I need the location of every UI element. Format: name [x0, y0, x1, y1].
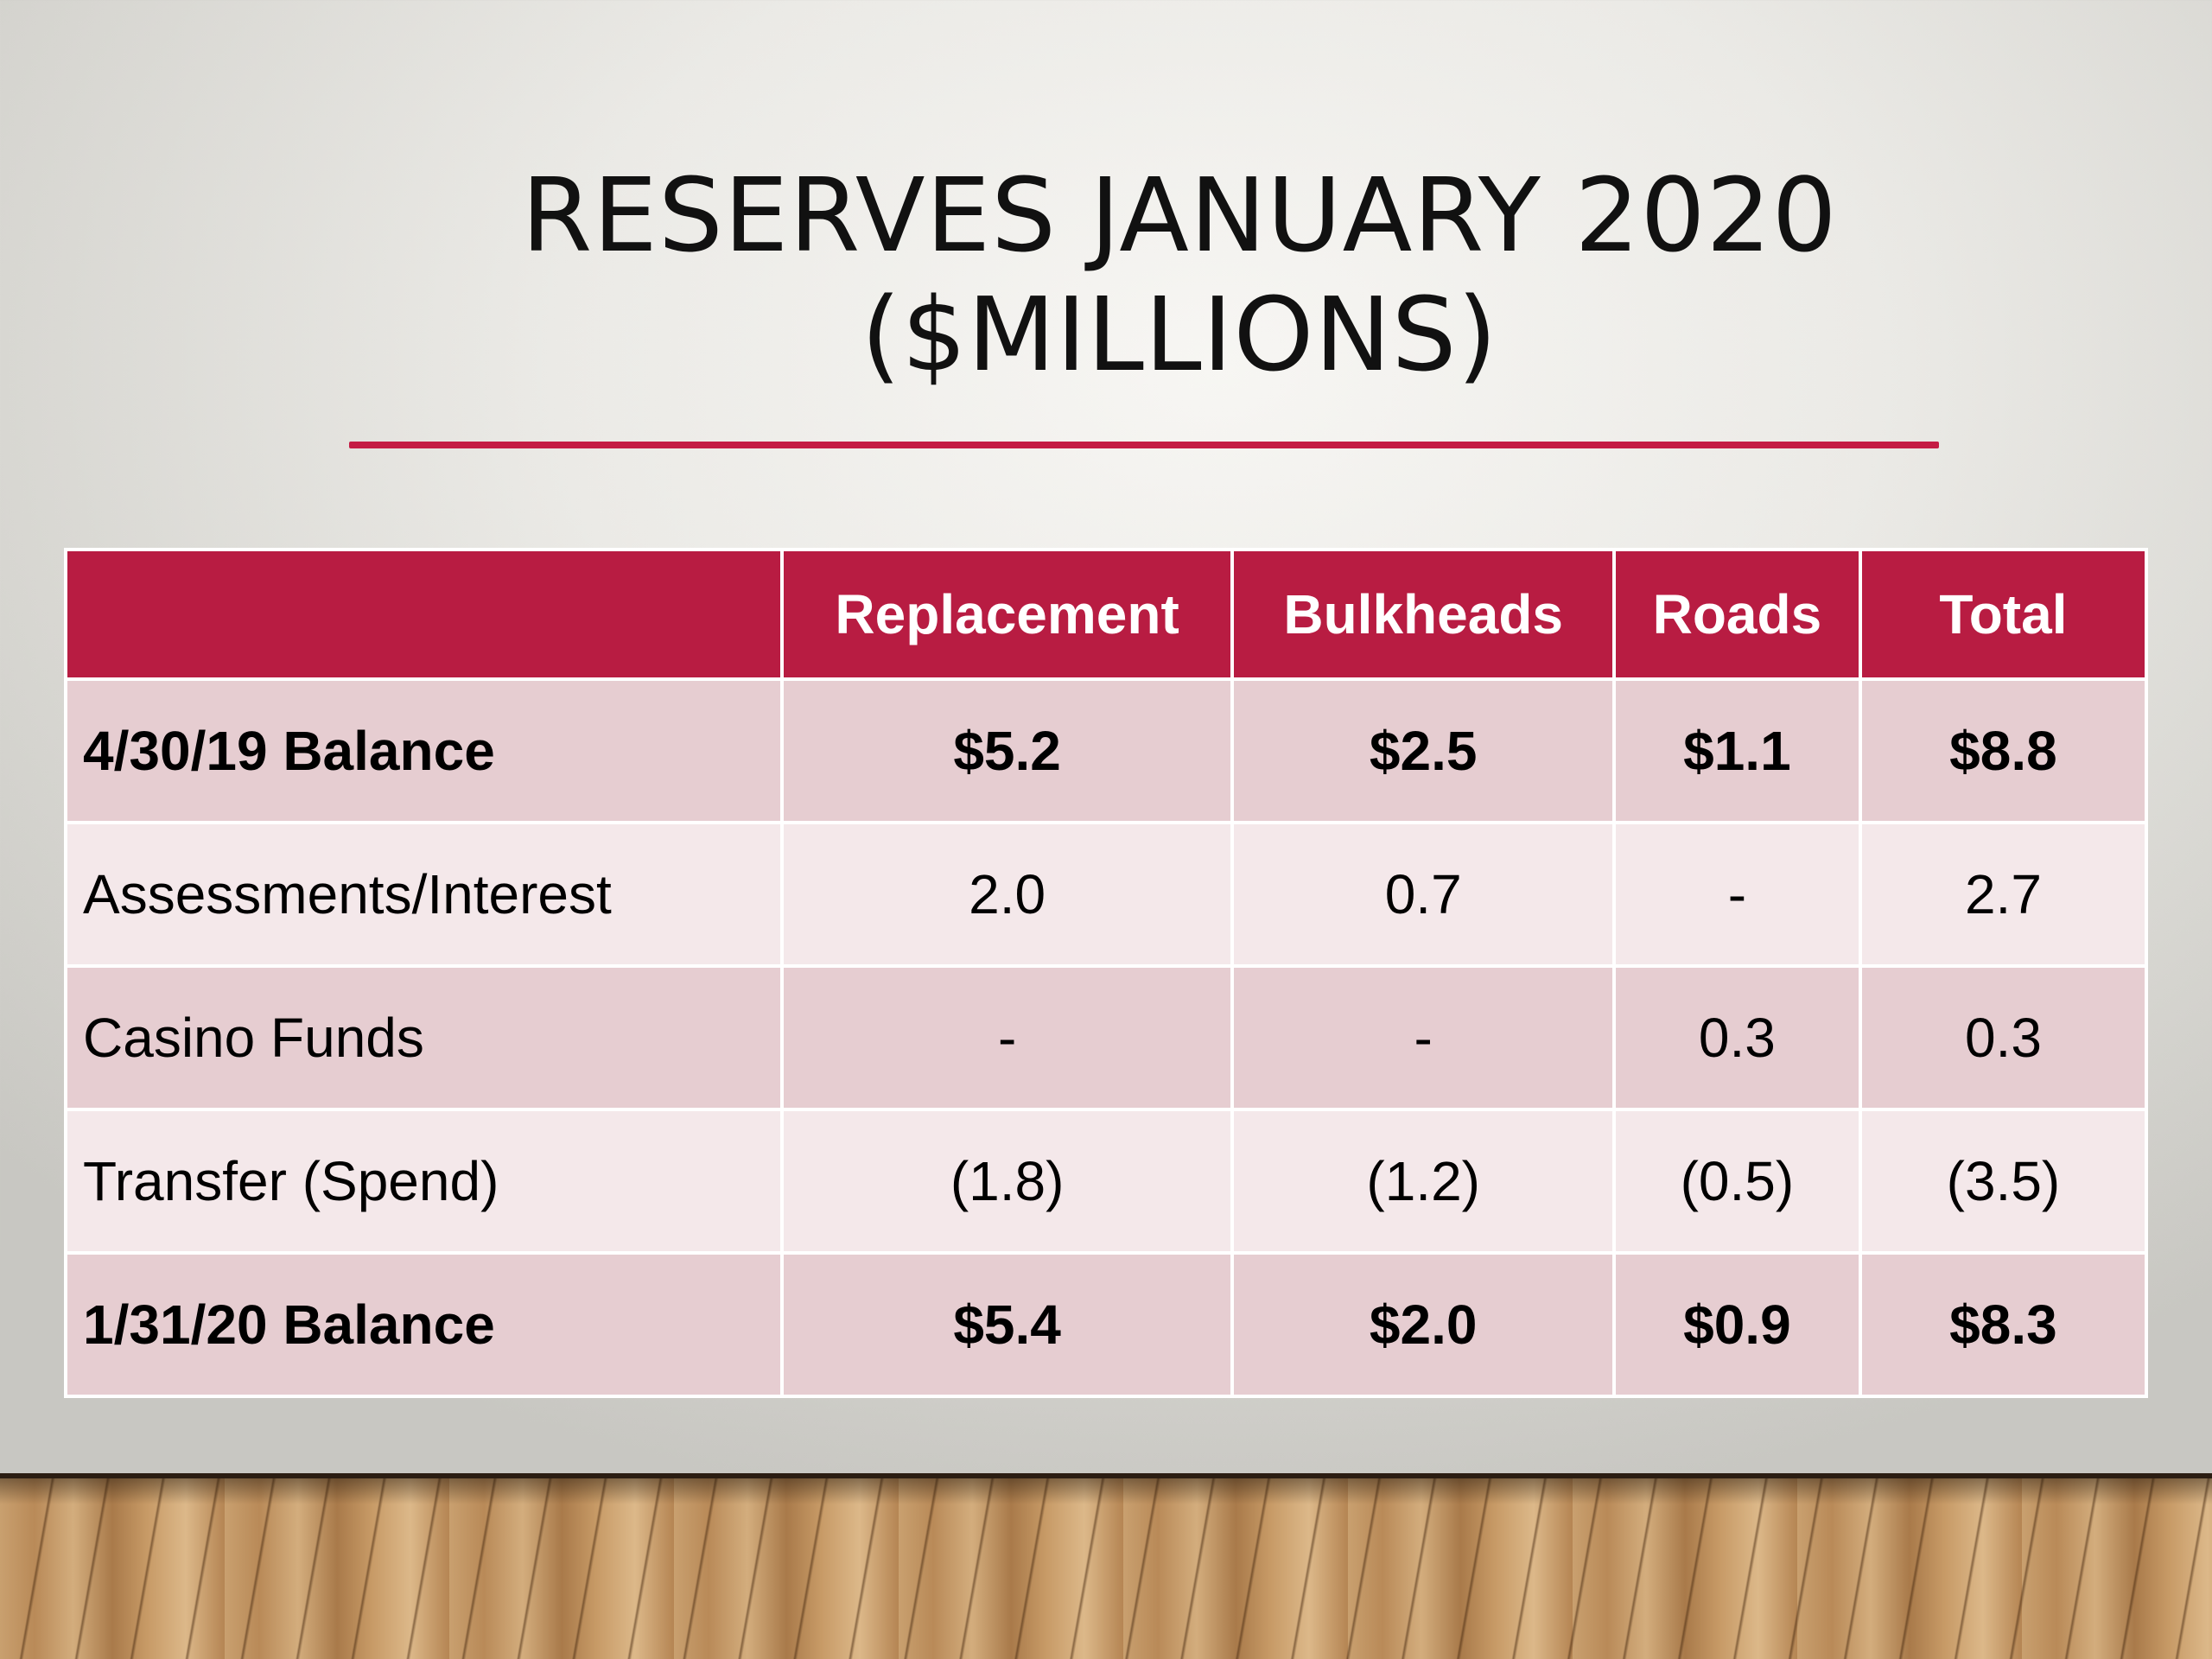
cell-total: (3.5) [1858, 1108, 2149, 1255]
cell-total: $8.8 [1858, 677, 2149, 824]
cell-replacement: 2.0 [779, 821, 1235, 968]
cell-bulkheads: 0.7 [1230, 821, 1616, 968]
row-label: Assessments/Interest [64, 821, 784, 968]
row-label: Casino Funds [64, 964, 784, 1111]
table-row: 1/31/20 Balance $5.4 $2.0 $0.9 $8.3 [64, 1251, 2149, 1398]
header-cell-label [64, 548, 784, 681]
cell-total: $8.3 [1858, 1251, 2149, 1398]
table-header-row: Replacement Bulkheads Roads Total [64, 548, 2149, 681]
cell-roads: - [1611, 821, 1862, 968]
reserves-table: Replacement Bulkheads Roads Total 4/30/1… [64, 548, 2149, 1398]
slide-title: RESERVES JANUARY 2020 ($MILLIONS) [259, 156, 2100, 394]
header-cell-total: Total [1858, 548, 2149, 681]
reserves-table-container: Replacement Bulkheads Roads Total 4/30/1… [64, 548, 2149, 1398]
cell-replacement: (1.8) [779, 1108, 1235, 1255]
header-cell-roads: Roads [1611, 548, 1862, 681]
title-divider [349, 442, 1939, 448]
cell-bulkheads: - [1230, 964, 1616, 1111]
table-row: Casino Funds - - 0.3 0.3 [64, 964, 2149, 1111]
cell-replacement: $5.2 [779, 677, 1235, 824]
table-row: Transfer (Spend) (1.8) (1.2) (0.5) (3.5) [64, 1108, 2149, 1255]
table-row: Assessments/Interest 2.0 0.7 - 2.7 [64, 821, 2149, 968]
cell-bulkheads: $2.5 [1230, 677, 1616, 824]
cell-roads: $0.9 [1611, 1251, 1862, 1398]
floor-shadow [0, 1478, 2212, 1504]
cell-replacement: - [779, 964, 1235, 1111]
cell-roads: $1.1 [1611, 677, 1862, 824]
row-label: Transfer (Spend) [64, 1108, 784, 1255]
cell-roads: 0.3 [1611, 964, 1862, 1111]
cell-replacement: $5.4 [779, 1251, 1235, 1398]
table-row: 4/30/19 Balance $5.2 $2.5 $1.1 $8.8 [64, 677, 2149, 824]
slide-title-line-2: ($MILLIONS) [861, 275, 1498, 394]
cell-total: 0.3 [1858, 964, 2149, 1111]
cell-bulkheads: (1.2) [1230, 1108, 1616, 1255]
header-cell-replacement: Replacement [779, 548, 1235, 681]
row-label: 4/30/19 Balance [64, 677, 784, 824]
cell-roads: (0.5) [1611, 1108, 1862, 1255]
slide-title-line-1: RESERVES JANUARY 2020 [521, 156, 1838, 275]
row-label: 1/31/20 Balance [64, 1251, 784, 1398]
header-cell-bulkheads: Bulkheads [1230, 548, 1616, 681]
wood-floor-background [0, 1473, 2212, 1659]
cell-bulkheads: $2.0 [1230, 1251, 1616, 1398]
cell-total: 2.7 [1858, 821, 2149, 968]
